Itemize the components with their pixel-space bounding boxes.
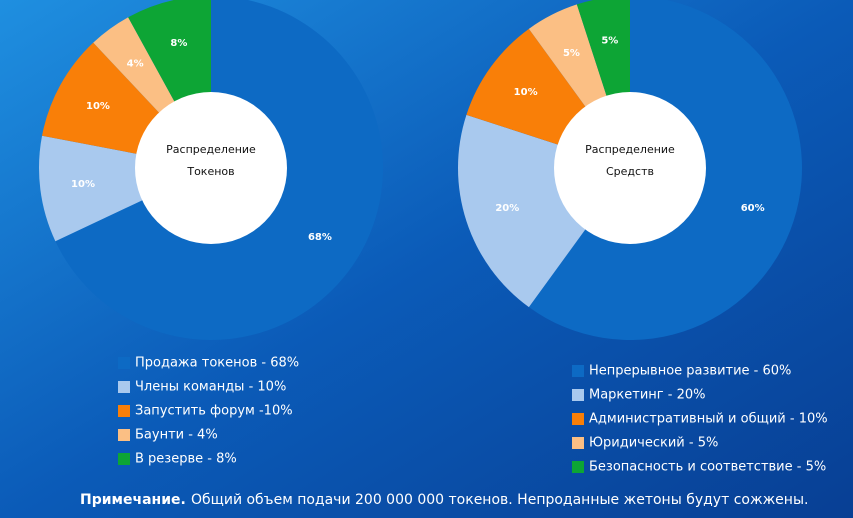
legend-label: Непрерывное развитие - 60% — [589, 364, 791, 379]
legend-marker — [572, 413, 584, 425]
donut-hole — [135, 92, 287, 244]
legend-label: В резерве - 8% — [135, 452, 237, 467]
slice-label: 8% — [170, 38, 187, 49]
legend-marker — [572, 389, 584, 401]
center-label: Средств — [606, 165, 654, 178]
legend-label: Маркетинг - 20% — [589, 388, 706, 403]
legend-marker — [118, 453, 130, 465]
legend-label: Административный и общий - 10% — [589, 412, 828, 427]
legend-marker — [572, 365, 584, 377]
slice-label: 5% — [601, 36, 618, 47]
legend-marker — [118, 357, 130, 369]
slice-label: 10% — [514, 87, 538, 98]
note-lead: Примечание. — [80, 492, 186, 508]
slice-label: 10% — [86, 101, 110, 112]
center-label: Распределение — [585, 143, 675, 156]
slice-label: 10% — [71, 179, 95, 190]
donut-hole — [554, 92, 706, 244]
slice-label: 20% — [495, 203, 519, 214]
legend-label: Продажа токенов - 68% — [135, 356, 299, 371]
slice-label: 4% — [127, 59, 144, 70]
note-text: Общий объем подачи 200 000 000 токенов. … — [191, 492, 808, 508]
slice-label: 60% — [741, 203, 765, 214]
legend-label: Баунти - 4% — [135, 428, 218, 443]
legend-label: Запустить форум -10% — [135, 404, 293, 419]
legend-label: Юридический - 5% — [589, 436, 718, 451]
legend-label: Безопасность и соответствие - 5% — [589, 460, 826, 475]
slice-label: 68% — [308, 232, 332, 243]
legend-marker — [118, 405, 130, 417]
legend-marker — [572, 461, 584, 473]
legend-label: Члены команды - 10% — [135, 380, 286, 395]
legend-marker — [118, 381, 130, 393]
legend-marker — [572, 437, 584, 449]
center-label: Токенов — [186, 165, 234, 178]
slice-label: 5% — [563, 48, 580, 59]
center-label: Распределение — [166, 143, 256, 156]
legend-marker — [118, 429, 130, 441]
